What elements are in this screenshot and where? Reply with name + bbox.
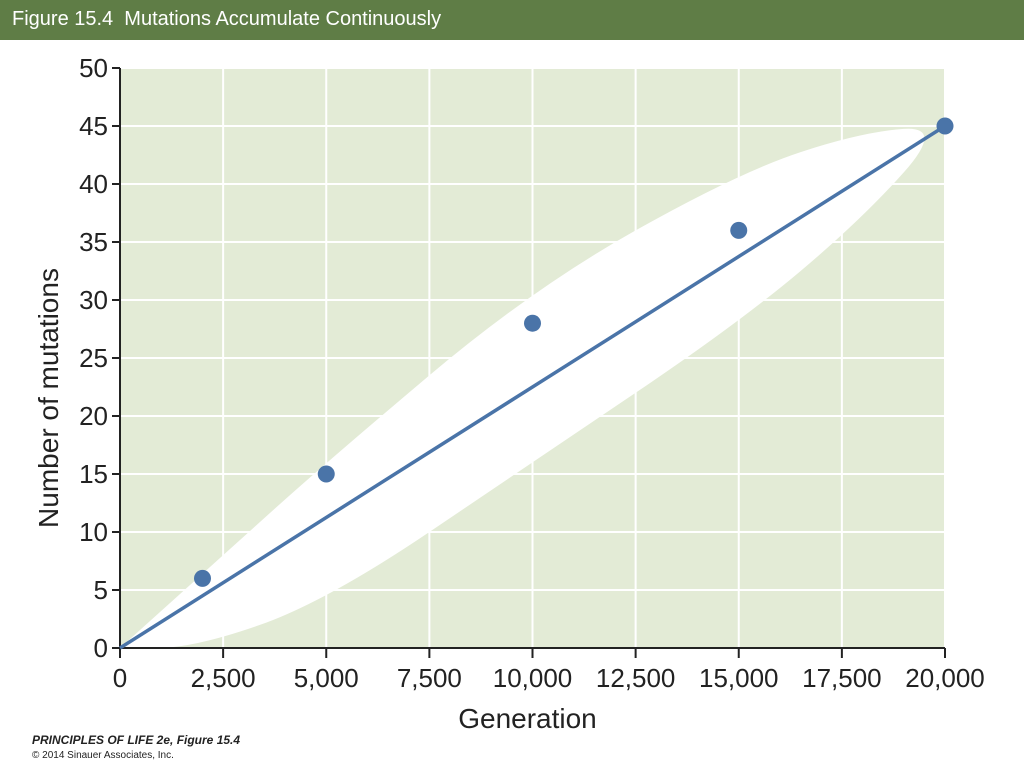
y-tick-label: 0 [94,633,108,663]
y-tick-label: 25 [79,343,108,373]
y-tick-label: 10 [79,517,108,547]
data-point [730,221,748,239]
x-axis-label: Generation [458,703,597,730]
x-tick-label: 2,500 [191,663,256,693]
y-tick-label: 20 [79,401,108,431]
y-tick-label: 5 [94,575,108,605]
y-axis-ticks: 0 5 10 15 20 25 30 35 40 45 50 [79,53,120,663]
data-point [936,117,954,135]
copyright: © 2014 Sinauer Associates, Inc. [32,750,174,761]
y-tick-label: 50 [79,53,108,83]
x-tick-label: 15,000 [699,663,779,693]
title-bar: Figure 15.4 Mutations Accumulate Continu… [0,0,1024,40]
x-tick-label: 10,000 [493,663,573,693]
x-axis-ticks: 0 2,500 5,000 7,500 10,000 12,500 15,000 17,500… [113,648,985,693]
y-tick-label: 35 [79,227,108,257]
scatter-chart: 0 2,500 5,000 7,500 10,000 12,500 15,000 17,500… [33,53,985,730]
trend-line [119,124,946,650]
confidence-band [120,128,925,648]
y-tick-label: 15 [79,459,108,489]
figure-title: Figure 15.4 Mutations Accumulate Continu… [12,8,442,30]
x-tick-label: 12,500 [596,663,676,693]
y-tick-label: 45 [79,111,108,141]
x-tick-label: 5,000 [294,663,359,693]
data-points [194,117,954,587]
x-tick-label: 17,500 [802,663,882,693]
data-point [194,569,211,587]
x-tick-label: 7,500 [397,663,462,693]
figure-source: PRINCIPLES OF LIFE 2e, Figure 15.4 [32,733,241,747]
x-tick-label: 0 [113,663,127,693]
x-tick-label: 20,000 [905,663,985,693]
data-point [317,465,335,483]
y-tick-label: 30 [79,285,108,315]
data-point [524,314,541,332]
y-axis-label: Number of mutations [33,268,64,528]
y-tick-label: 40 [79,169,108,199]
